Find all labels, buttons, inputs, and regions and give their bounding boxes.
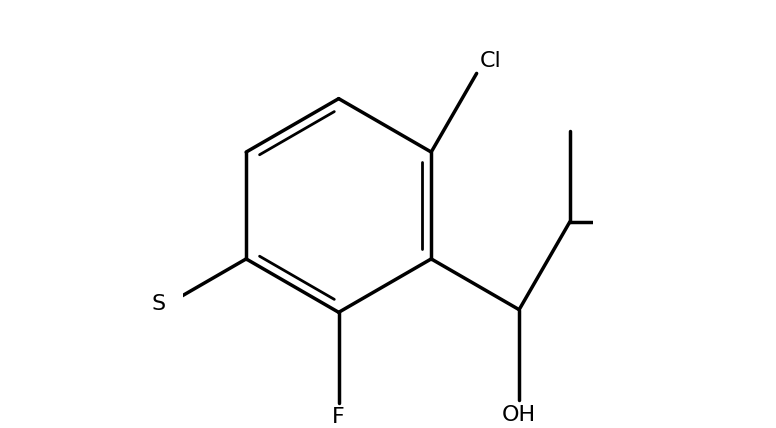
Text: F: F — [332, 407, 345, 427]
Text: S: S — [151, 294, 165, 314]
Text: Cl: Cl — [480, 51, 501, 71]
Text: OH: OH — [502, 404, 536, 425]
